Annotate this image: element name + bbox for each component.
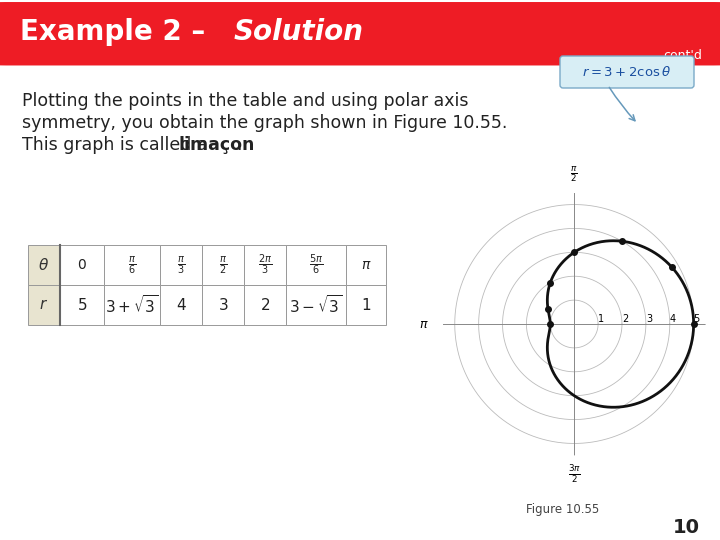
Text: Plotting the points in the table and using polar axis: Plotting the points in the table and usi… bbox=[22, 91, 469, 110]
FancyBboxPatch shape bbox=[0, 2, 720, 65]
FancyBboxPatch shape bbox=[560, 56, 694, 88]
Bar bbox=[104, 285, 160, 325]
Text: $3+\sqrt{3}$: $3+\sqrt{3}$ bbox=[105, 294, 158, 316]
Text: Example 2 –: Example 2 – bbox=[20, 18, 215, 46]
Text: cont'd: cont'd bbox=[663, 49, 702, 62]
Text: $\pi$: $\pi$ bbox=[361, 258, 372, 272]
Bar bbox=[104, 245, 160, 285]
Text: $2$: $2$ bbox=[260, 297, 270, 313]
Text: This graph is called a: This graph is called a bbox=[22, 136, 213, 153]
Bar bbox=[244, 285, 286, 325]
Point bbox=[544, 278, 556, 287]
Point bbox=[569, 248, 580, 256]
Point bbox=[688, 320, 699, 328]
Point bbox=[616, 237, 628, 246]
Text: 10: 10 bbox=[673, 518, 700, 537]
Bar bbox=[286, 245, 346, 285]
Point bbox=[544, 320, 556, 328]
Text: Solution: Solution bbox=[234, 18, 364, 46]
Text: $r = 3 + 2\cos\theta$: $r = 3 + 2\cos\theta$ bbox=[582, 65, 672, 79]
Bar bbox=[28, 245, 60, 285]
Bar bbox=[160, 285, 202, 325]
Text: $3$: $3$ bbox=[217, 297, 228, 313]
Bar bbox=[202, 245, 244, 285]
Text: $\frac{\pi}{3}$: $\frac{\pi}{3}$ bbox=[177, 254, 185, 275]
Text: $0$: $0$ bbox=[77, 258, 87, 272]
Point bbox=[542, 305, 554, 313]
Text: Figure 10.55: Figure 10.55 bbox=[526, 503, 600, 516]
Bar bbox=[60, 285, 104, 325]
Text: $3-\sqrt{3}$: $3-\sqrt{3}$ bbox=[289, 294, 343, 316]
Text: $\frac{\pi}{6}$: $\frac{\pi}{6}$ bbox=[128, 254, 136, 275]
Text: $r$: $r$ bbox=[40, 297, 48, 312]
Bar bbox=[60, 245, 104, 285]
Text: $1$: $1$ bbox=[361, 297, 371, 313]
Text: $\frac{2\pi}{3}$: $\frac{2\pi}{3}$ bbox=[258, 253, 272, 277]
Text: limaçon: limaçon bbox=[179, 136, 256, 153]
Text: .: . bbox=[236, 136, 241, 153]
Text: symmetry, you obtain the graph shown in Figure 10.55.: symmetry, you obtain the graph shown in … bbox=[22, 113, 508, 132]
Bar bbox=[244, 245, 286, 285]
Bar bbox=[346, 285, 386, 325]
Text: $\theta$: $\theta$ bbox=[38, 256, 50, 273]
Bar bbox=[28, 285, 60, 325]
Text: $\frac{\pi}{2}$: $\frac{\pi}{2}$ bbox=[219, 254, 227, 275]
Text: $\frac{5\pi}{6}$: $\frac{5\pi}{6}$ bbox=[309, 253, 323, 277]
Bar bbox=[346, 245, 386, 285]
Bar bbox=[202, 285, 244, 325]
Point bbox=[666, 263, 678, 272]
Bar bbox=[286, 285, 346, 325]
Bar bbox=[160, 245, 202, 285]
Text: $5$: $5$ bbox=[77, 297, 87, 313]
Text: $4$: $4$ bbox=[176, 297, 186, 313]
